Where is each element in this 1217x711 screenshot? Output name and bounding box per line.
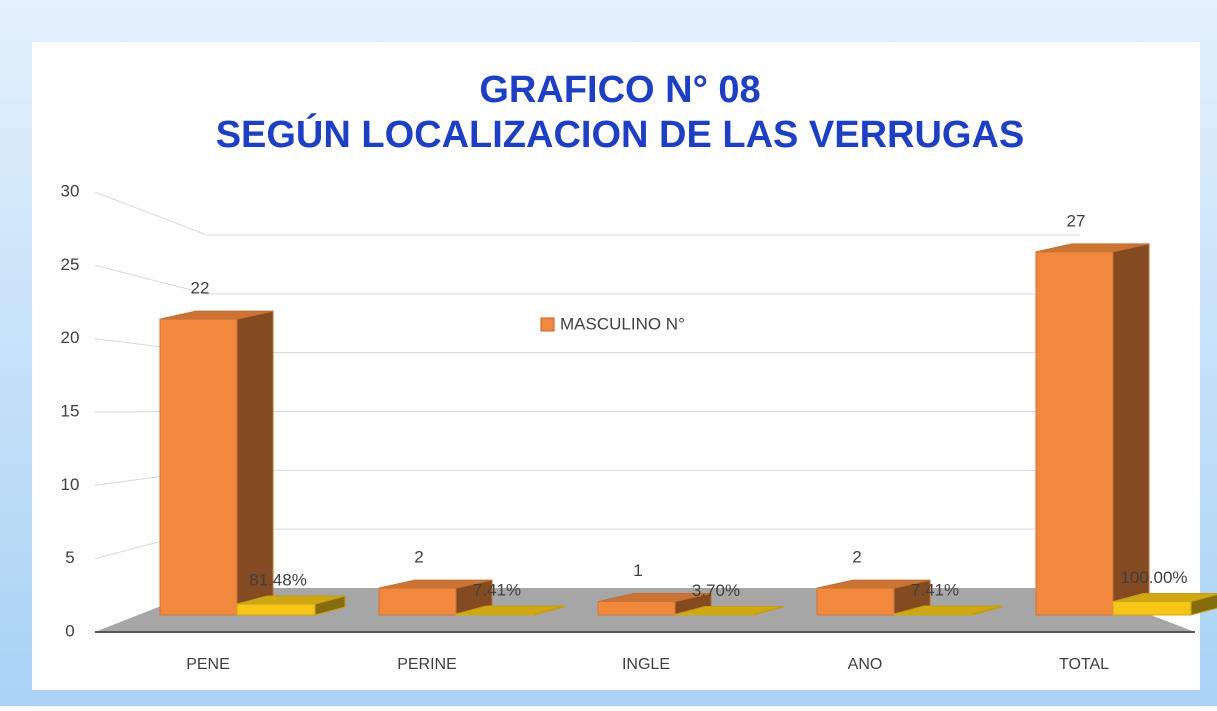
y-tick-label: 0 [65,621,74,640]
bar [1036,252,1113,615]
bar [160,319,237,615]
data-label: 100.00% [1120,568,1187,587]
bar [598,602,675,615]
legend-label: MASCULINO N° [560,314,685,333]
data-label: 1 [633,561,642,580]
data-label: 2 [852,548,861,567]
data-label: 7.41% [911,580,959,599]
data-label: 27 [1067,211,1086,230]
data-label: 81.48% [249,571,307,590]
bar [379,588,456,615]
chart-title: GRAFICO N° 08 [479,69,760,111]
y-tick-label: 30 [61,181,80,200]
bar [456,614,534,615]
y-tick-label: 25 [61,255,80,274]
data-label: 22 [191,279,210,298]
data-label: 3.70% [692,581,740,600]
bar [1113,602,1191,615]
x-tick-label: TOTAL [1059,656,1109,673]
x-tick-label: PERINE [397,656,457,673]
y-tick-label: 20 [61,328,80,347]
bar-side [1113,244,1149,615]
x-tick-label: ANO [848,656,883,673]
y-tick-label: 10 [61,475,80,494]
x-tick-label: INGLE [622,656,670,673]
bar-side [237,311,273,615]
bar [894,614,972,615]
data-label: 2 [414,548,423,567]
legend-swatch [541,318,554,331]
data-label: 7.41% [473,580,521,599]
bar [817,588,894,615]
x-tick-label: PENE [186,656,230,673]
y-tick-label: 15 [61,401,80,420]
bar [237,604,315,615]
chart-subtitle: SEGÚN LOCALIZACION DE LAS VERRUGAS [216,112,1025,156]
y-tick-label: 5 [65,548,74,567]
